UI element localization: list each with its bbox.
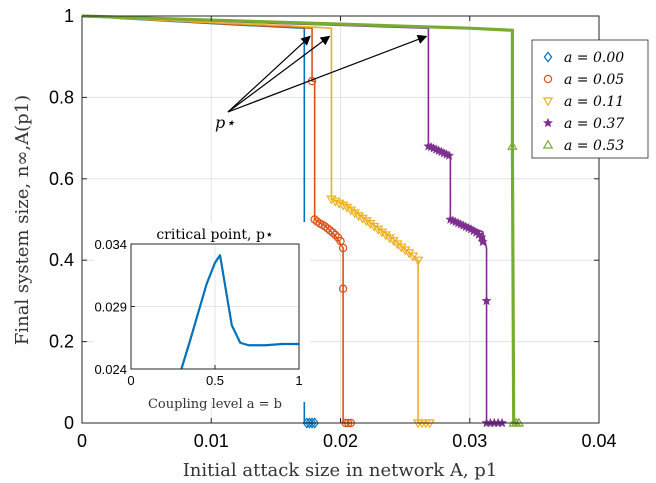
series-marker-a-0-11 xyxy=(333,199,345,209)
main-x-axis-label: Initial attack size in network A, p1 xyxy=(183,460,498,481)
series-marker-a-0-05 xyxy=(338,243,348,253)
series-marker-a-0-05 xyxy=(323,224,332,233)
annotation-label: p⋆ xyxy=(215,113,235,132)
series-marker-a-0-11 xyxy=(364,219,376,229)
inset-x-axis-label: Coupling level a = b xyxy=(148,397,282,412)
main-y-tick-label: 1 xyxy=(64,6,74,26)
legend-items: a = 0.00 a = 0.05 a = 0.11 a = 0.37 a = 0.53 xyxy=(542,50,624,154)
inset-y-tick-label: 0.029 xyxy=(94,300,127,315)
legend-marker-a-0-11 xyxy=(542,97,554,107)
series-marker-a-0-11 xyxy=(384,234,395,244)
series-marker-a-0-11 xyxy=(424,419,435,429)
legend-marker-a-0-05 xyxy=(543,74,553,84)
series-marker-a-0-11 xyxy=(376,228,388,238)
main-x-tick-label: 0.02 xyxy=(323,431,358,451)
series-marker-a-0-05 xyxy=(336,236,345,246)
inset-title: critical point, p⋆ xyxy=(156,227,273,243)
inset-x-tick-label: 0.5 xyxy=(206,373,224,388)
series-marker-a-0-37 xyxy=(481,295,492,306)
main-y-axis-label: Final system size, n∞,A(p1) xyxy=(12,95,33,345)
series-marker-a-0-11 xyxy=(326,195,337,205)
annotation-arrows xyxy=(227,34,428,113)
series-marker-a-0-11 xyxy=(341,203,353,213)
inset-y-tick-label: 0.024 xyxy=(94,362,127,377)
series-marker-a-0-11 xyxy=(337,201,349,211)
series-marker-a-0-05 xyxy=(310,215,319,224)
series-marker-a-0-00 xyxy=(310,417,320,429)
legend-label-a-0-05: a = 0.05 xyxy=(564,72,624,88)
legend-label-a-0-00: a = 0.00 xyxy=(564,50,624,66)
main-y-tick-label: 0 xyxy=(64,413,74,433)
series-marker-a-0-11 xyxy=(345,206,357,216)
inset-y-ticks: 0.024 0.029 0.034 xyxy=(94,237,135,377)
annotation-arrow xyxy=(227,35,331,113)
series-marker-a-0-05 xyxy=(328,228,337,237)
critical-point-annotation: p⋆ xyxy=(215,34,428,132)
series-marker-a-0-11 xyxy=(396,243,407,253)
main-y-tick-label: 0.6 xyxy=(49,169,74,189)
inset-series xyxy=(180,254,299,370)
series-marker-a-0-37 xyxy=(477,236,488,247)
series-marker-a-0-05 xyxy=(320,222,330,231)
series-marker-a-0-05 xyxy=(325,226,335,235)
series-marker-a-0-11 xyxy=(357,214,368,224)
series-marker-a-0-11 xyxy=(330,197,341,207)
legend-marker-a-0-53 xyxy=(542,139,554,149)
annotation-arrow xyxy=(227,35,311,113)
legend-marker-a-0-37 xyxy=(543,117,553,128)
main-x-tick-label: 0 xyxy=(77,431,87,451)
main-y-tick-label: 0.4 xyxy=(49,250,74,270)
legend-label-a-0-53: a = 0.53 xyxy=(564,138,624,154)
inset-x-tick-label: 0 xyxy=(127,373,134,388)
series-marker-a-0-11 xyxy=(353,212,364,222)
legend-label-a-0-11: a = 0.11 xyxy=(564,94,624,110)
series-marker-a-0-11 xyxy=(349,209,360,219)
legend: a = 0.00 a = 0.05 a = 0.11 a = 0.37 a = 0.53 xyxy=(531,39,649,159)
main-x-tick-label: 0.04 xyxy=(581,431,616,451)
series-marker-a-0-11 xyxy=(372,225,384,235)
legend-marker-a-0-00 xyxy=(543,51,553,63)
legend-label-a-0-37: a = 0.37 xyxy=(564,116,624,132)
inset-series-line xyxy=(180,254,299,370)
series-marker-a-0-11 xyxy=(368,222,380,232)
main-plot: 0 0.01 0.02 0.03 0.04 0 0.2 0.4 0.6 0.8 1 Initial… xyxy=(12,6,617,481)
main-x-tick-label: 0.03 xyxy=(452,431,487,451)
main-y-tick-label: 0.8 xyxy=(49,87,74,107)
main-x-ticks: 0 0.01 0.02 0.03 0.04 xyxy=(77,16,617,451)
series-marker-a-0-05 xyxy=(331,230,340,240)
series-marker-a-0-11 xyxy=(361,217,372,227)
series-marker-a-0-00 xyxy=(307,417,317,429)
main-x-tick-label: 0.01 xyxy=(194,431,229,451)
series-marker-a-0-53 xyxy=(513,417,525,427)
series-marker-a-0-11 xyxy=(399,246,411,256)
annotation-arrow xyxy=(227,34,428,113)
main-y-ticks: 0 0.2 0.4 0.6 0.8 1 xyxy=(49,6,599,433)
series-marker-a-0-11 xyxy=(412,256,424,266)
inset-x-ticks: 0 0.5 1 xyxy=(127,365,303,388)
main-y-tick-label: 0.2 xyxy=(49,332,74,352)
inset-y-tick-label: 0.034 xyxy=(94,237,127,252)
series-marker-a-0-05 xyxy=(338,284,348,293)
series-marker-a-0-37 xyxy=(444,150,454,160)
inset-x-tick-label: 1 xyxy=(295,373,302,388)
series-marker-a-0-11 xyxy=(380,231,391,241)
series-marker-a-0-53 xyxy=(507,140,518,150)
